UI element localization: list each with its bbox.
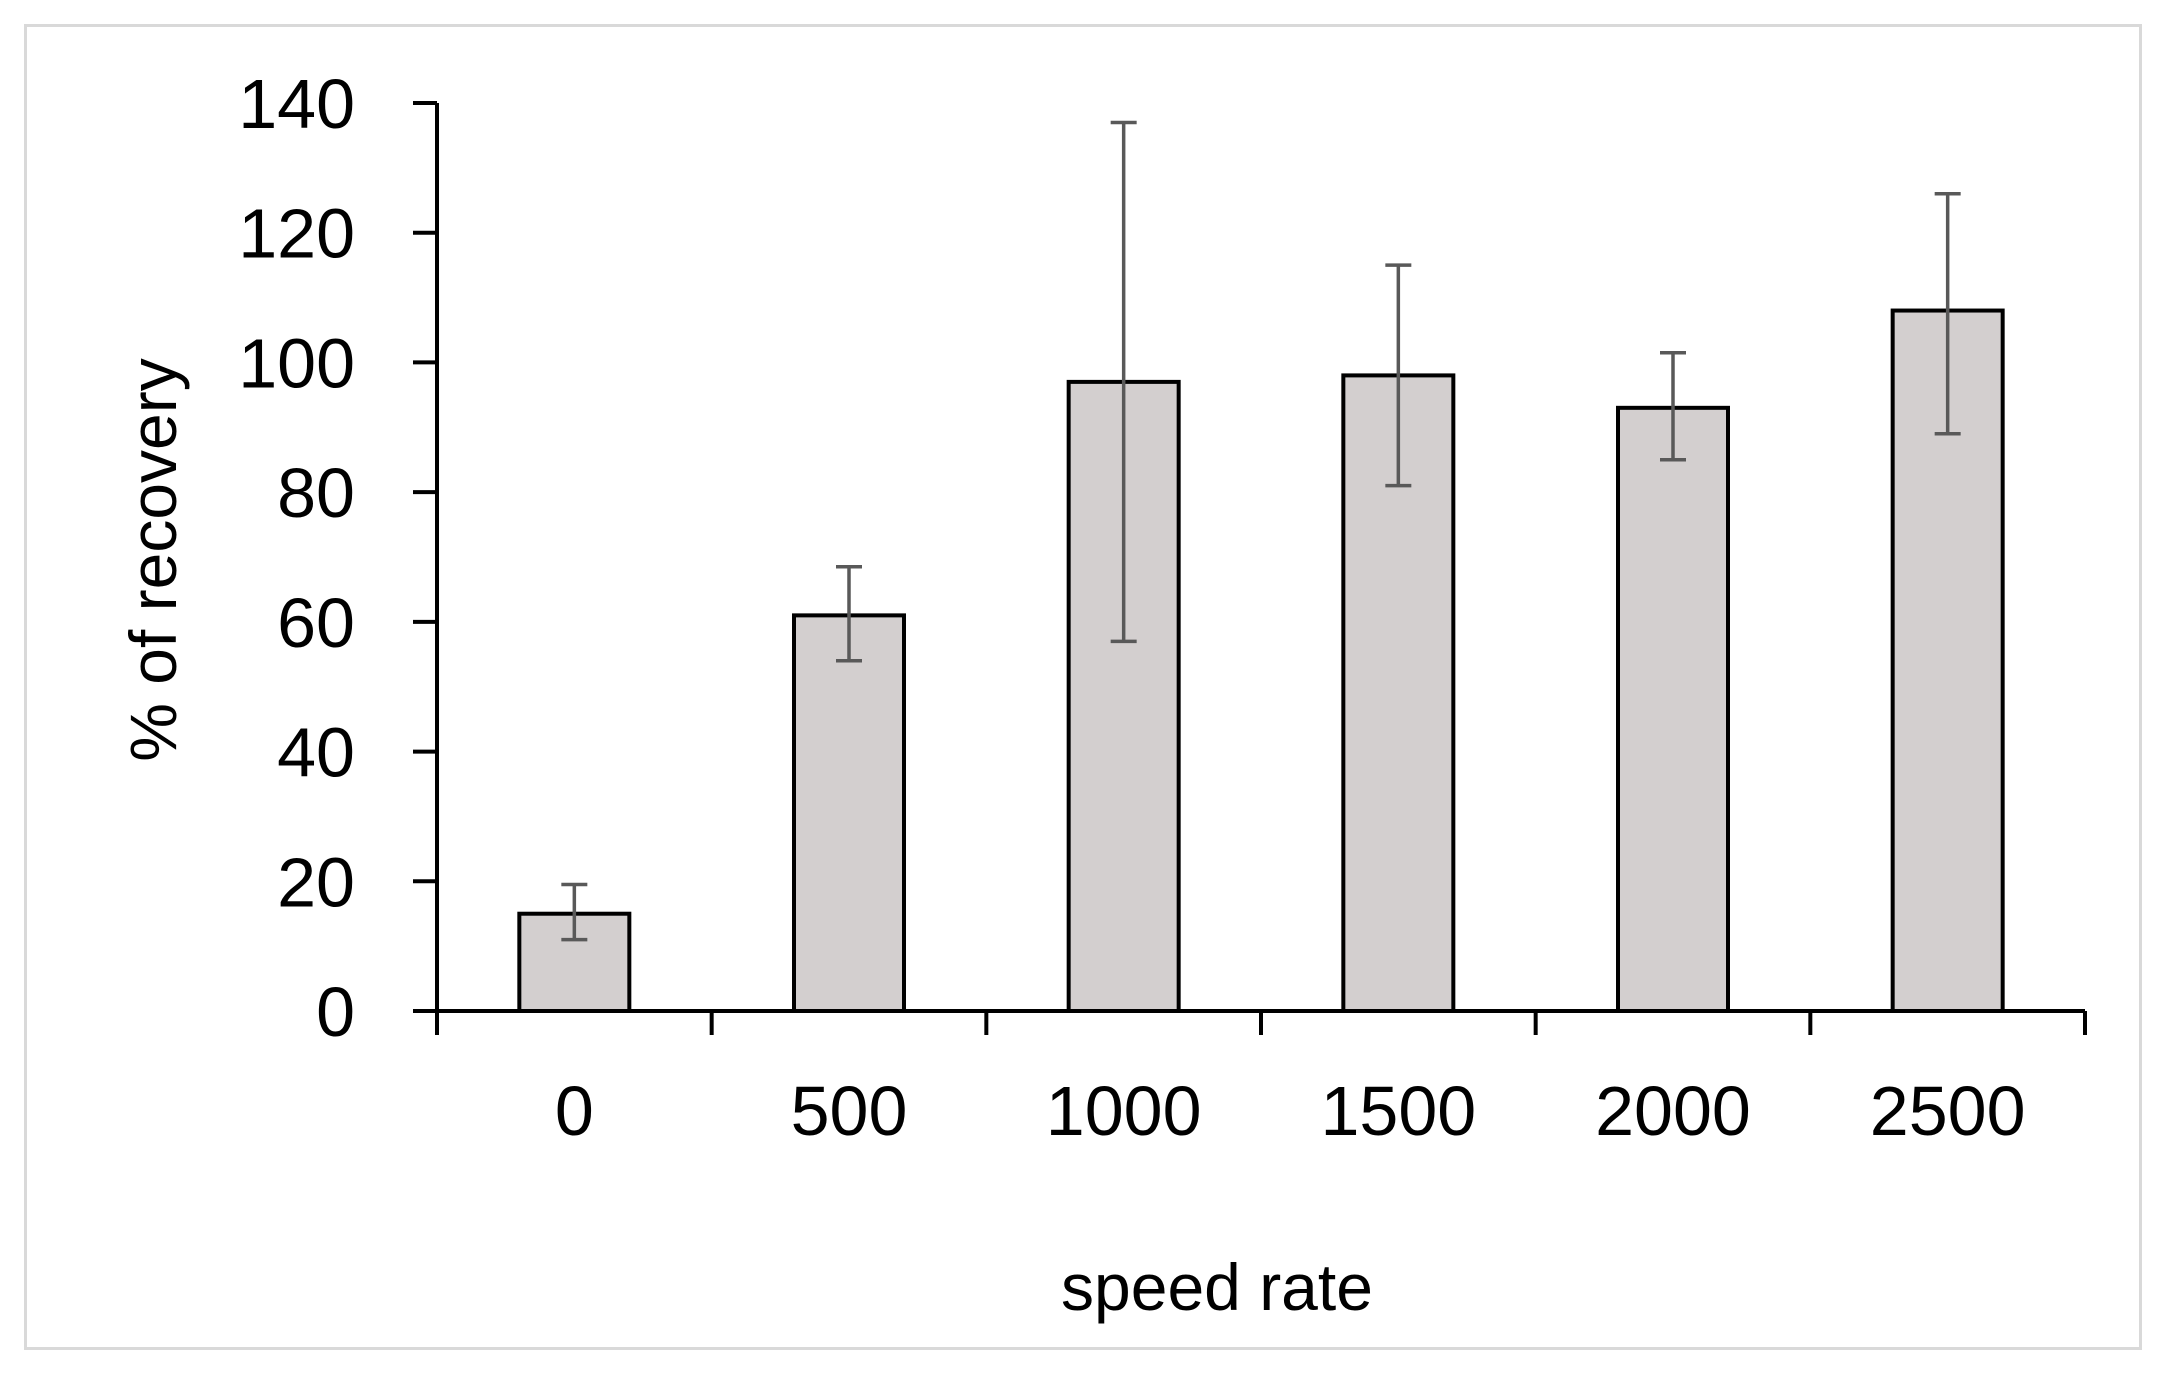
bar-500 (792, 613, 906, 1013)
y-tick-label-40: 40 (277, 714, 355, 792)
error-bars-layer (561, 120, 1961, 942)
x-axis-title: speed rate (1061, 1250, 1373, 1324)
bar-1500 (1341, 373, 1456, 1013)
bars-layer (517, 308, 2005, 1014)
y-tick-label-100: 100 (238, 324, 355, 402)
y-tick-label-140: 140 (238, 65, 355, 143)
bar-2000 (1616, 405, 1730, 1014)
x-tick-label-1500: 1500 (1320, 1072, 1476, 1150)
x-tick-label-0: 0 (555, 1072, 594, 1150)
x-tick-label-2000: 2000 (1595, 1072, 1751, 1150)
x-tick-label-2500: 2500 (1870, 1072, 2026, 1150)
y-axis-title: % of recovery (116, 358, 190, 761)
axes-layer (413, 101, 2087, 1035)
y-tick-label-0: 0 (316, 973, 355, 1051)
x-tick-label-1000: 1000 (1046, 1072, 1202, 1150)
labels-layer: 0 500 1000 1500 2000 2500 0 20 40 60 80 100 120 140 (238, 65, 2025, 1150)
y-tick-label-120: 120 (238, 195, 355, 273)
y-tick-label-20: 20 (277, 843, 355, 921)
y-tick-label-60: 60 (277, 584, 355, 662)
y-tick-label-80: 80 (277, 454, 355, 532)
x-tick-label-500: 500 (791, 1072, 908, 1150)
